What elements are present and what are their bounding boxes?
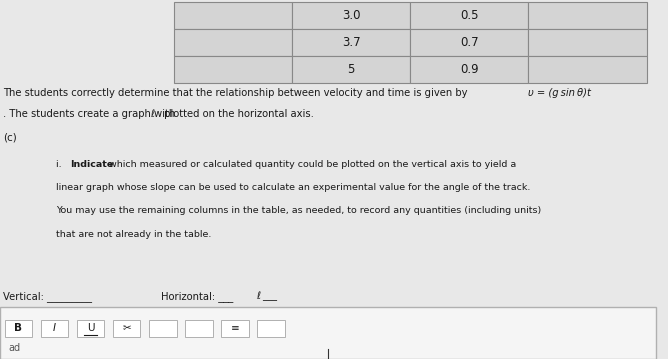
Text: i.: i. [56,160,64,169]
Text: 0.9: 0.9 [460,62,479,76]
Bar [292,2,410,29]
Text: 3.7: 3.7 [342,36,361,49]
Text: linear graph whose slope can be used to calculate an experimental value for the : linear graph whose slope can be used to … [56,183,530,192]
Bar [174,29,292,56]
Bar [528,29,647,56]
Bar [292,56,410,83]
Bar [0,307,657,359]
Bar [185,320,212,337]
Bar [113,320,140,337]
Bar [528,56,647,83]
Text: ✂: ✂ [122,323,131,333]
Text: ℓ: ℓ [256,291,260,301]
Bar [292,29,410,56]
Bar [410,29,528,56]
Bar [5,320,32,337]
Text: plotted on the horizontal axis.: plotted on the horizontal axis. [161,109,314,120]
Text: The students correctly determine that the relationship between velocity and time: The students correctly determine that th… [3,88,471,98]
Text: 0.7: 0.7 [460,36,479,49]
Bar [410,2,528,29]
Text: 0.5: 0.5 [460,9,478,22]
Bar [528,2,647,29]
Text: Vertical: _________: Vertical: _________ [3,291,92,302]
Bar [410,56,528,83]
Text: υ = (g sin θ)t: υ = (g sin θ)t [528,88,591,98]
Bar [41,320,68,337]
Text: 5: 5 [347,62,355,76]
Text: You may use the remaining columns in the table, as needed, to record any quantit: You may use the remaining columns in the… [56,206,541,215]
Text: I: I [53,323,56,333]
Bar [257,320,285,337]
Text: ≡: ≡ [230,323,239,333]
Text: that are not already in the table.: that are not already in the table. [56,230,211,239]
Text: 3.0: 3.0 [342,9,361,22]
Text: Horizontal: ___: Horizontal: ___ [161,291,233,302]
Text: ℓ: ℓ [150,109,154,120]
Bar [221,320,248,337]
Text: ___: ___ [263,291,278,301]
Bar [174,56,292,83]
Bar [77,320,104,337]
Bar [174,2,292,29]
Text: B: B [15,323,23,333]
Bar [149,320,176,337]
Text: Indicate: Indicate [70,160,114,169]
Text: . The students create a graph with: . The students create a graph with [3,109,178,120]
Text: which measured or calculated quantity could be plotted on the vertical axis to y: which measured or calculated quantity co… [106,160,516,169]
Text: (c): (c) [3,133,17,143]
Text: ad: ad [8,343,20,353]
Text: U: U [87,323,94,333]
